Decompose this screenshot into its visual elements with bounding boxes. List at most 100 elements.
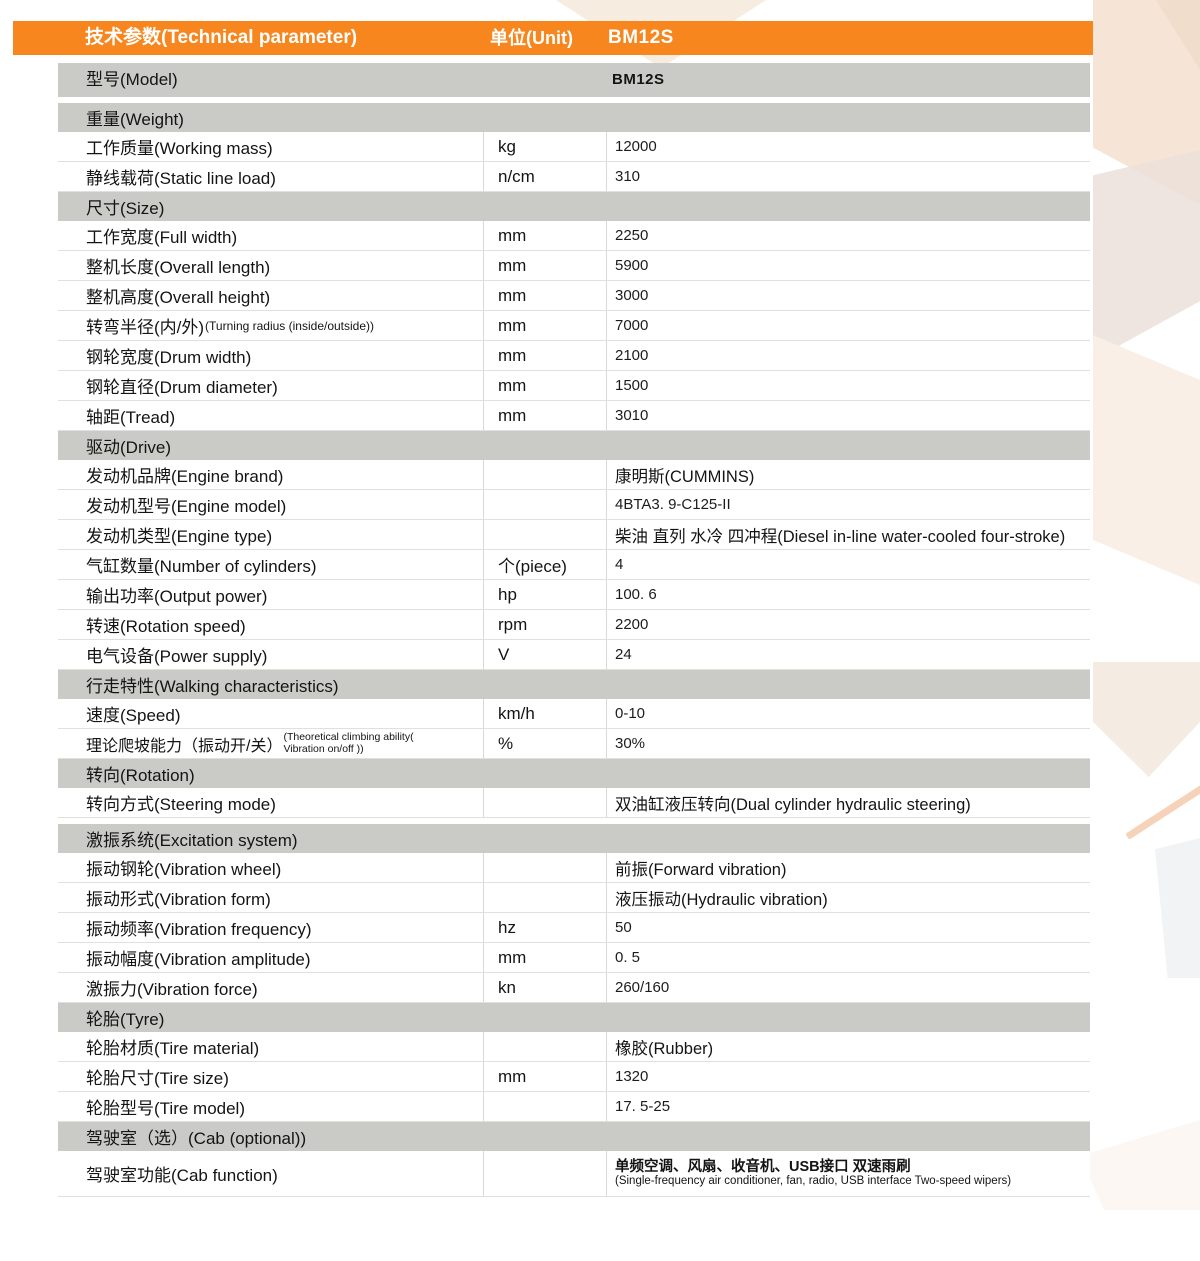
param-value: 2200 <box>615 616 649 633</box>
table-row: 振动频率(Vibration frequency) hz 50 <box>58 913 1090 943</box>
bg-shape-gray-polygon <box>1155 838 1200 978</box>
section-title: 重量(Weight) <box>86 110 184 129</box>
table-row: 整机长度(Overall length) mm 5900 <box>58 251 1090 281</box>
param-label: 工作宽度(Full width) <box>86 228 238 247</box>
param-value-cell: 24 <box>606 640 1090 669</box>
param-label: 振动幅度(Vibration amplitude) <box>86 950 311 969</box>
bg-shape-corner-triangle <box>1155 0 1200 70</box>
param-value-cell: 2250 <box>606 221 1090 250</box>
param-unit: mm <box>483 281 606 310</box>
param-label-cell: 速度(Speed) <box>58 699 483 728</box>
param-value-cell: 12000 <box>606 132 1090 161</box>
section-header: 轮胎(Tyre) <box>58 1003 1090 1032</box>
section-header: 行走特性(Walking characteristics) <box>58 670 1090 699</box>
param-value-cell: 0-10 <box>606 699 1090 728</box>
table-row: 转弯半径(内/外) (Turning radius (inside/outside… <box>58 311 1090 341</box>
param-label-cell: 输出功率(Output power) <box>58 580 483 609</box>
param-value-cell: 2100 <box>606 341 1090 370</box>
param-label: 理论爬坡能力（振动开/关） <box>86 737 283 755</box>
param-value: 柴油 直列 水冷 四冲程(Diesel in-line water-cooled… <box>615 527 1066 546</box>
param-value: 双油缸液压转向(Dual cylinder hydraulic steering… <box>615 795 971 814</box>
param-value-cell: 1500 <box>606 371 1090 400</box>
table-row: 发动机型号(Engine model) 4BTA3. 9-C125-II <box>58 490 1090 520</box>
param-label: 转弯半径(内/外) <box>86 318 205 337</box>
section-title: 轮胎(Tyre) <box>86 1010 165 1029</box>
table-row: 气缸数量(Number of cylinders) 个(piece) 4 <box>58 550 1090 580</box>
param-value: 4 <box>615 556 624 573</box>
param-label-cell: 激振力(Vibration force) <box>58 973 483 1002</box>
param-unit <box>483 490 606 519</box>
param-value: 260/160 <box>615 979 670 996</box>
param-label: 速度(Speed) <box>86 706 181 725</box>
param-unit <box>483 1092 606 1121</box>
param-unit: rpm <box>483 610 606 639</box>
model-row: 型号(Model) BM12S <box>58 63 1090 97</box>
param-label-cell: 振动频率(Vibration frequency) <box>58 913 483 942</box>
model-column-label: BM12S <box>608 27 674 48</box>
param-unit: mm <box>483 311 606 340</box>
param-label-cell: 发动机类型(Engine type) <box>58 520 483 549</box>
table-row: 轮胎尺寸(Tire size) mm 1320 <box>58 1062 1090 1092</box>
param-unit: hz <box>483 913 606 942</box>
param-value: 2250 <box>615 227 649 244</box>
param-label-cell: 工作宽度(Full width) <box>58 221 483 250</box>
param-unit: % <box>483 729 606 758</box>
param-value-cell: 3010 <box>606 401 1090 430</box>
title-bar: 技术参数(Technical parameter) 单位(Unit) BM12S <box>13 21 1093 55</box>
unit-column-label: 单位(Unit) <box>490 28 573 48</box>
param-label-cell: 转向方式(Steering mode) <box>58 788 483 817</box>
param-label-small: (Theoretical climbing ability( Vibration… <box>283 731 414 755</box>
param-label-cell: 电气设备(Power supply) <box>58 640 483 669</box>
table-row: 轮胎材质(Tire material) 橡胶(Rubber) <box>58 1032 1090 1062</box>
param-unit: kg <box>483 132 606 161</box>
param-label-cell: 气缸数量(Number of cylinders) <box>58 550 483 579</box>
param-label-cell: 轴距(Tread) <box>58 401 483 430</box>
param-unit: mm <box>483 943 606 972</box>
param-value-cell: 柴油 直列 水冷 四冲程(Diesel in-line water-cooled… <box>606 520 1090 549</box>
section-header: 重量(Weight) <box>58 103 1090 132</box>
param-value: 17. 5-25 <box>615 1098 671 1115</box>
param-label: 转向方式(Steering mode) <box>86 795 276 814</box>
param-value: 2100 <box>615 347 649 364</box>
param-label: 振动钢轮(Vibration wheel) <box>86 860 282 879</box>
param-value: 康明斯(CUMMINS) <box>615 467 755 486</box>
model-row-value: BM12S <box>612 71 665 88</box>
param-unit: n/cm <box>483 162 606 191</box>
table-row: 速度(Speed) km/h 0-10 <box>58 699 1090 729</box>
param-value: 单频空调、风扇、收音机、USB接口 双速雨刷 (Single-frequency … <box>615 1159 1011 1189</box>
table-row: 发动机类型(Engine type) 柴油 直列 水冷 四冲程(Diesel in… <box>58 520 1090 550</box>
param-unit: kn <box>483 973 606 1002</box>
param-value: 3000 <box>615 287 649 304</box>
param-unit: mm <box>483 341 606 370</box>
section-title: 转向(Rotation) <box>86 766 195 785</box>
param-unit: mm <box>483 251 606 280</box>
param-label: 静线载荷(Static line load) <box>86 169 276 188</box>
param-value: 1320 <box>615 1068 649 1085</box>
bg-shape-peach-mid <box>1093 335 1200 585</box>
table-row: 振动幅度(Vibration amplitude) mm 0. 5 <box>58 943 1090 973</box>
param-label-cell: 钢轮直径(Drum diameter) <box>58 371 483 400</box>
param-value: 12000 <box>615 138 657 155</box>
param-value: 前振(Forward vibration) <box>615 860 787 879</box>
table-row: 输出功率(Output power) hp 100. 6 <box>58 580 1090 610</box>
param-value: 橡胶(Rubber) <box>615 1039 714 1058</box>
param-unit <box>483 1151 606 1196</box>
table-row: 工作宽度(Full width) mm 2250 <box>58 221 1090 251</box>
param-value: 310 <box>615 168 641 185</box>
param-label: 轴距(Tread) <box>86 408 176 427</box>
param-value-cell: 液压振动(Hydraulic vibration) <box>606 883 1090 912</box>
param-unit <box>483 853 606 882</box>
section-header: 转向(Rotation) <box>58 759 1090 788</box>
table-row: 发动机品牌(Engine brand) 康明斯(CUMMINS) <box>58 460 1090 490</box>
section-title: 行走特性(Walking characteristics) <box>86 677 339 696</box>
param-label-cell: 整机高度(Overall height) <box>58 281 483 310</box>
param-label-cell: 轮胎材质(Tire material) <box>58 1032 483 1061</box>
param-label: 发动机类型(Engine type) <box>86 527 273 546</box>
param-value-cell: 单频空调、风扇、收音机、USB接口 双速雨刷 (Single-frequency … <box>606 1151 1090 1196</box>
param-unit: mm <box>483 1062 606 1091</box>
table-rows-container: 重量(Weight) 工作质量(Working mass) kg 12000 静线载荷(… <box>58 103 1090 1197</box>
bg-shape-bottom-faint <box>1080 1120 1200 1210</box>
bg-shape-orange-stripe <box>1125 771 1200 840</box>
param-value: 7000 <box>615 317 649 334</box>
